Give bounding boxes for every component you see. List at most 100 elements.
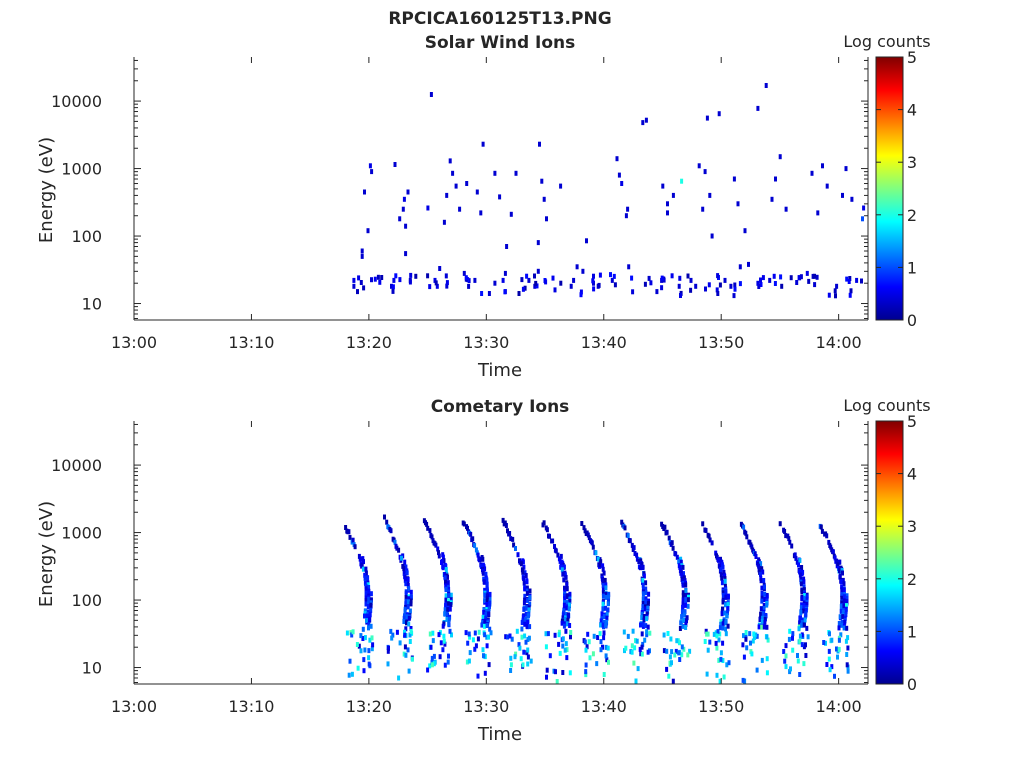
heatmap-cell [623, 525, 627, 531]
heatmap-cell [551, 538, 555, 544]
heatmap-cell [797, 275, 801, 281]
heatmap-cell [604, 622, 608, 628]
heatmap-cell [791, 635, 794, 641]
heatmap-cell [565, 586, 569, 592]
heatmap-cell [445, 283, 449, 289]
heatmap-cell [522, 600, 526, 606]
heatmap-cell [523, 570, 527, 576]
heatmap-cell [765, 594, 769, 600]
heatmap-cell [501, 517, 505, 523]
heatmap-cell [564, 574, 568, 580]
heatmap-cell [770, 196, 774, 202]
heatmap-cell [802, 661, 806, 667]
heatmap-cell [805, 594, 809, 600]
heatmap-cell [403, 577, 407, 583]
heatmap-cell [710, 540, 714, 546]
heatmap-cell [802, 587, 806, 593]
heatmap-cell [370, 635, 374, 641]
heatmap-cell [528, 588, 532, 594]
heatmap-cell [430, 534, 434, 540]
heatmap-cell [765, 602, 769, 608]
heatmap-cell [393, 539, 397, 545]
heatmap-cell [480, 291, 484, 296]
heatmap-cell [351, 537, 355, 543]
heatmap-cell [598, 272, 602, 278]
heatmap-cell [526, 661, 530, 667]
heatmap-cell [723, 610, 727, 616]
colorbar-ticks: 0 1 2 3 4 5 [876, 48, 917, 330]
heatmap-cell [526, 654, 530, 660]
colorbar-tick-label: 1 [907, 622, 917, 641]
heatmap-cell [686, 597, 690, 603]
heatmap-cell [842, 594, 846, 600]
heatmap-cell [660, 285, 664, 291]
heatmap-cell [402, 196, 406, 202]
heatmap-cell [841, 570, 844, 576]
heatmap-cell [763, 616, 767, 622]
heatmap-cell [724, 631, 728, 637]
heatmap-cell [446, 607, 450, 613]
heatmap-cell [583, 528, 587, 534]
colorbar-tick-label: 5 [907, 412, 917, 431]
colorbar-ticks: 0 1 2 3 4 5 [876, 412, 917, 694]
heatmap-cell [467, 631, 471, 637]
heatmap-cell [369, 602, 373, 608]
x-axis-label: Time [477, 360, 522, 381]
heatmap-cell [677, 650, 681, 656]
heatmap-cell [364, 586, 368, 592]
heatmap-cell [679, 293, 682, 298]
heatmap-cell [604, 644, 608, 650]
heatmap-cell [842, 581, 846, 587]
heatmap-cell [448, 628, 452, 634]
heatmap-cell [436, 546, 440, 552]
heatmap-cell [562, 623, 566, 629]
heatmap-cell [487, 662, 491, 668]
heatmap-cell [506, 634, 509, 640]
heatmap-cell [371, 642, 375, 648]
heatmap-cell [813, 282, 817, 288]
heatmap-cell [798, 569, 802, 575]
heatmap-cell [598, 562, 602, 568]
heatmap-cell [784, 206, 788, 212]
heatmap-cell [557, 556, 561, 562]
heatmap-cell [671, 678, 675, 684]
heatmap-cell [440, 559, 444, 564]
heatmap-cell [759, 561, 763, 567]
heatmap-cell [533, 273, 536, 279]
heatmap-cell [759, 282, 763, 287]
heatmap-cell [521, 569, 525, 575]
heatmap-cell [825, 183, 829, 189]
heatmap-cell [756, 105, 760, 111]
heatmap-cell [688, 648, 692, 654]
heatmap-cell [446, 659, 450, 665]
heatmap-cell [602, 619, 606, 625]
heatmap-cell [715, 672, 719, 678]
colorbar-label: Log counts [843, 32, 930, 51]
heatmap-cell [483, 620, 487, 626]
colorbar: 0 1 2 3 4 5 [875, 48, 917, 330]
heatmap-cell [446, 574, 449, 580]
heatmap-cell [563, 600, 566, 605]
heatmap-cell [360, 248, 364, 254]
heatmap-cells [344, 514, 850, 684]
heatmap-cell [682, 571, 685, 577]
heatmap-cell [362, 657, 366, 663]
heatmap-cell [681, 623, 685, 629]
heatmap-cell [478, 556, 482, 562]
heatmap-cell [827, 648, 831, 654]
heatmap-cell [844, 608, 848, 614]
heatmap-cell [684, 597, 688, 603]
heatmap-cell [804, 607, 808, 613]
heatmap-cell [556, 552, 560, 558]
heatmap-cell [509, 668, 513, 673]
heatmap-cell [756, 280, 760, 286]
heatmap-cell [373, 276, 377, 282]
heatmap-cell [626, 533, 630, 539]
heatmap-cell [835, 283, 839, 289]
heatmap-cell [703, 639, 707, 644]
heatmap-cell [493, 170, 497, 176]
heatmap-cell [512, 542, 516, 548]
heatmap-cell [836, 654, 839, 660]
heatmap-cell [449, 602, 453, 607]
heatmap-cell [833, 288, 837, 294]
